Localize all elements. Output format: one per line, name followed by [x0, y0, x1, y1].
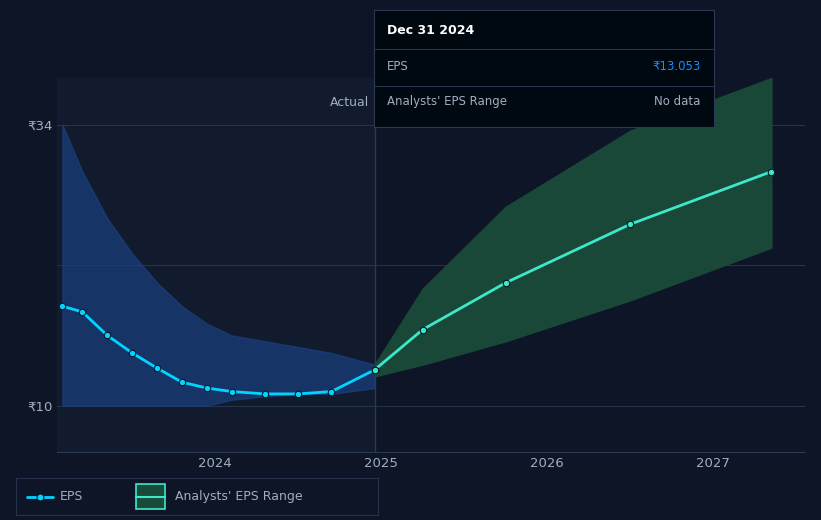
- Point: [368, 366, 381, 374]
- Point: [76, 308, 89, 316]
- Point: [416, 326, 429, 334]
- Text: Analysts Forecasts: Analysts Forecasts: [379, 96, 496, 109]
- Point: [101, 331, 114, 340]
- Point: [150, 364, 163, 372]
- Text: Dec 31 2024: Dec 31 2024: [388, 24, 475, 37]
- Point: [56, 302, 69, 310]
- Bar: [57, 78, 374, 452]
- Text: No data: No data: [654, 95, 700, 108]
- Point: [499, 279, 512, 287]
- Text: Analysts' EPS Range: Analysts' EPS Range: [176, 490, 303, 503]
- Text: Actual: Actual: [330, 96, 369, 109]
- Point: [176, 378, 189, 386]
- Point: [624, 220, 637, 228]
- Point: [765, 167, 778, 176]
- Text: EPS: EPS: [60, 490, 83, 503]
- Text: ₹13.053: ₹13.053: [653, 59, 700, 72]
- Text: Analysts' EPS Range: Analysts' EPS Range: [388, 95, 507, 108]
- Point: [126, 349, 139, 357]
- Point: [225, 387, 238, 396]
- Point: [291, 390, 305, 398]
- Point: [200, 384, 213, 392]
- Point: [325, 387, 338, 396]
- Point: [259, 390, 272, 398]
- Bar: [135, 484, 164, 510]
- Point: [34, 492, 47, 501]
- Point: [368, 366, 381, 374]
- Text: EPS: EPS: [388, 59, 409, 72]
